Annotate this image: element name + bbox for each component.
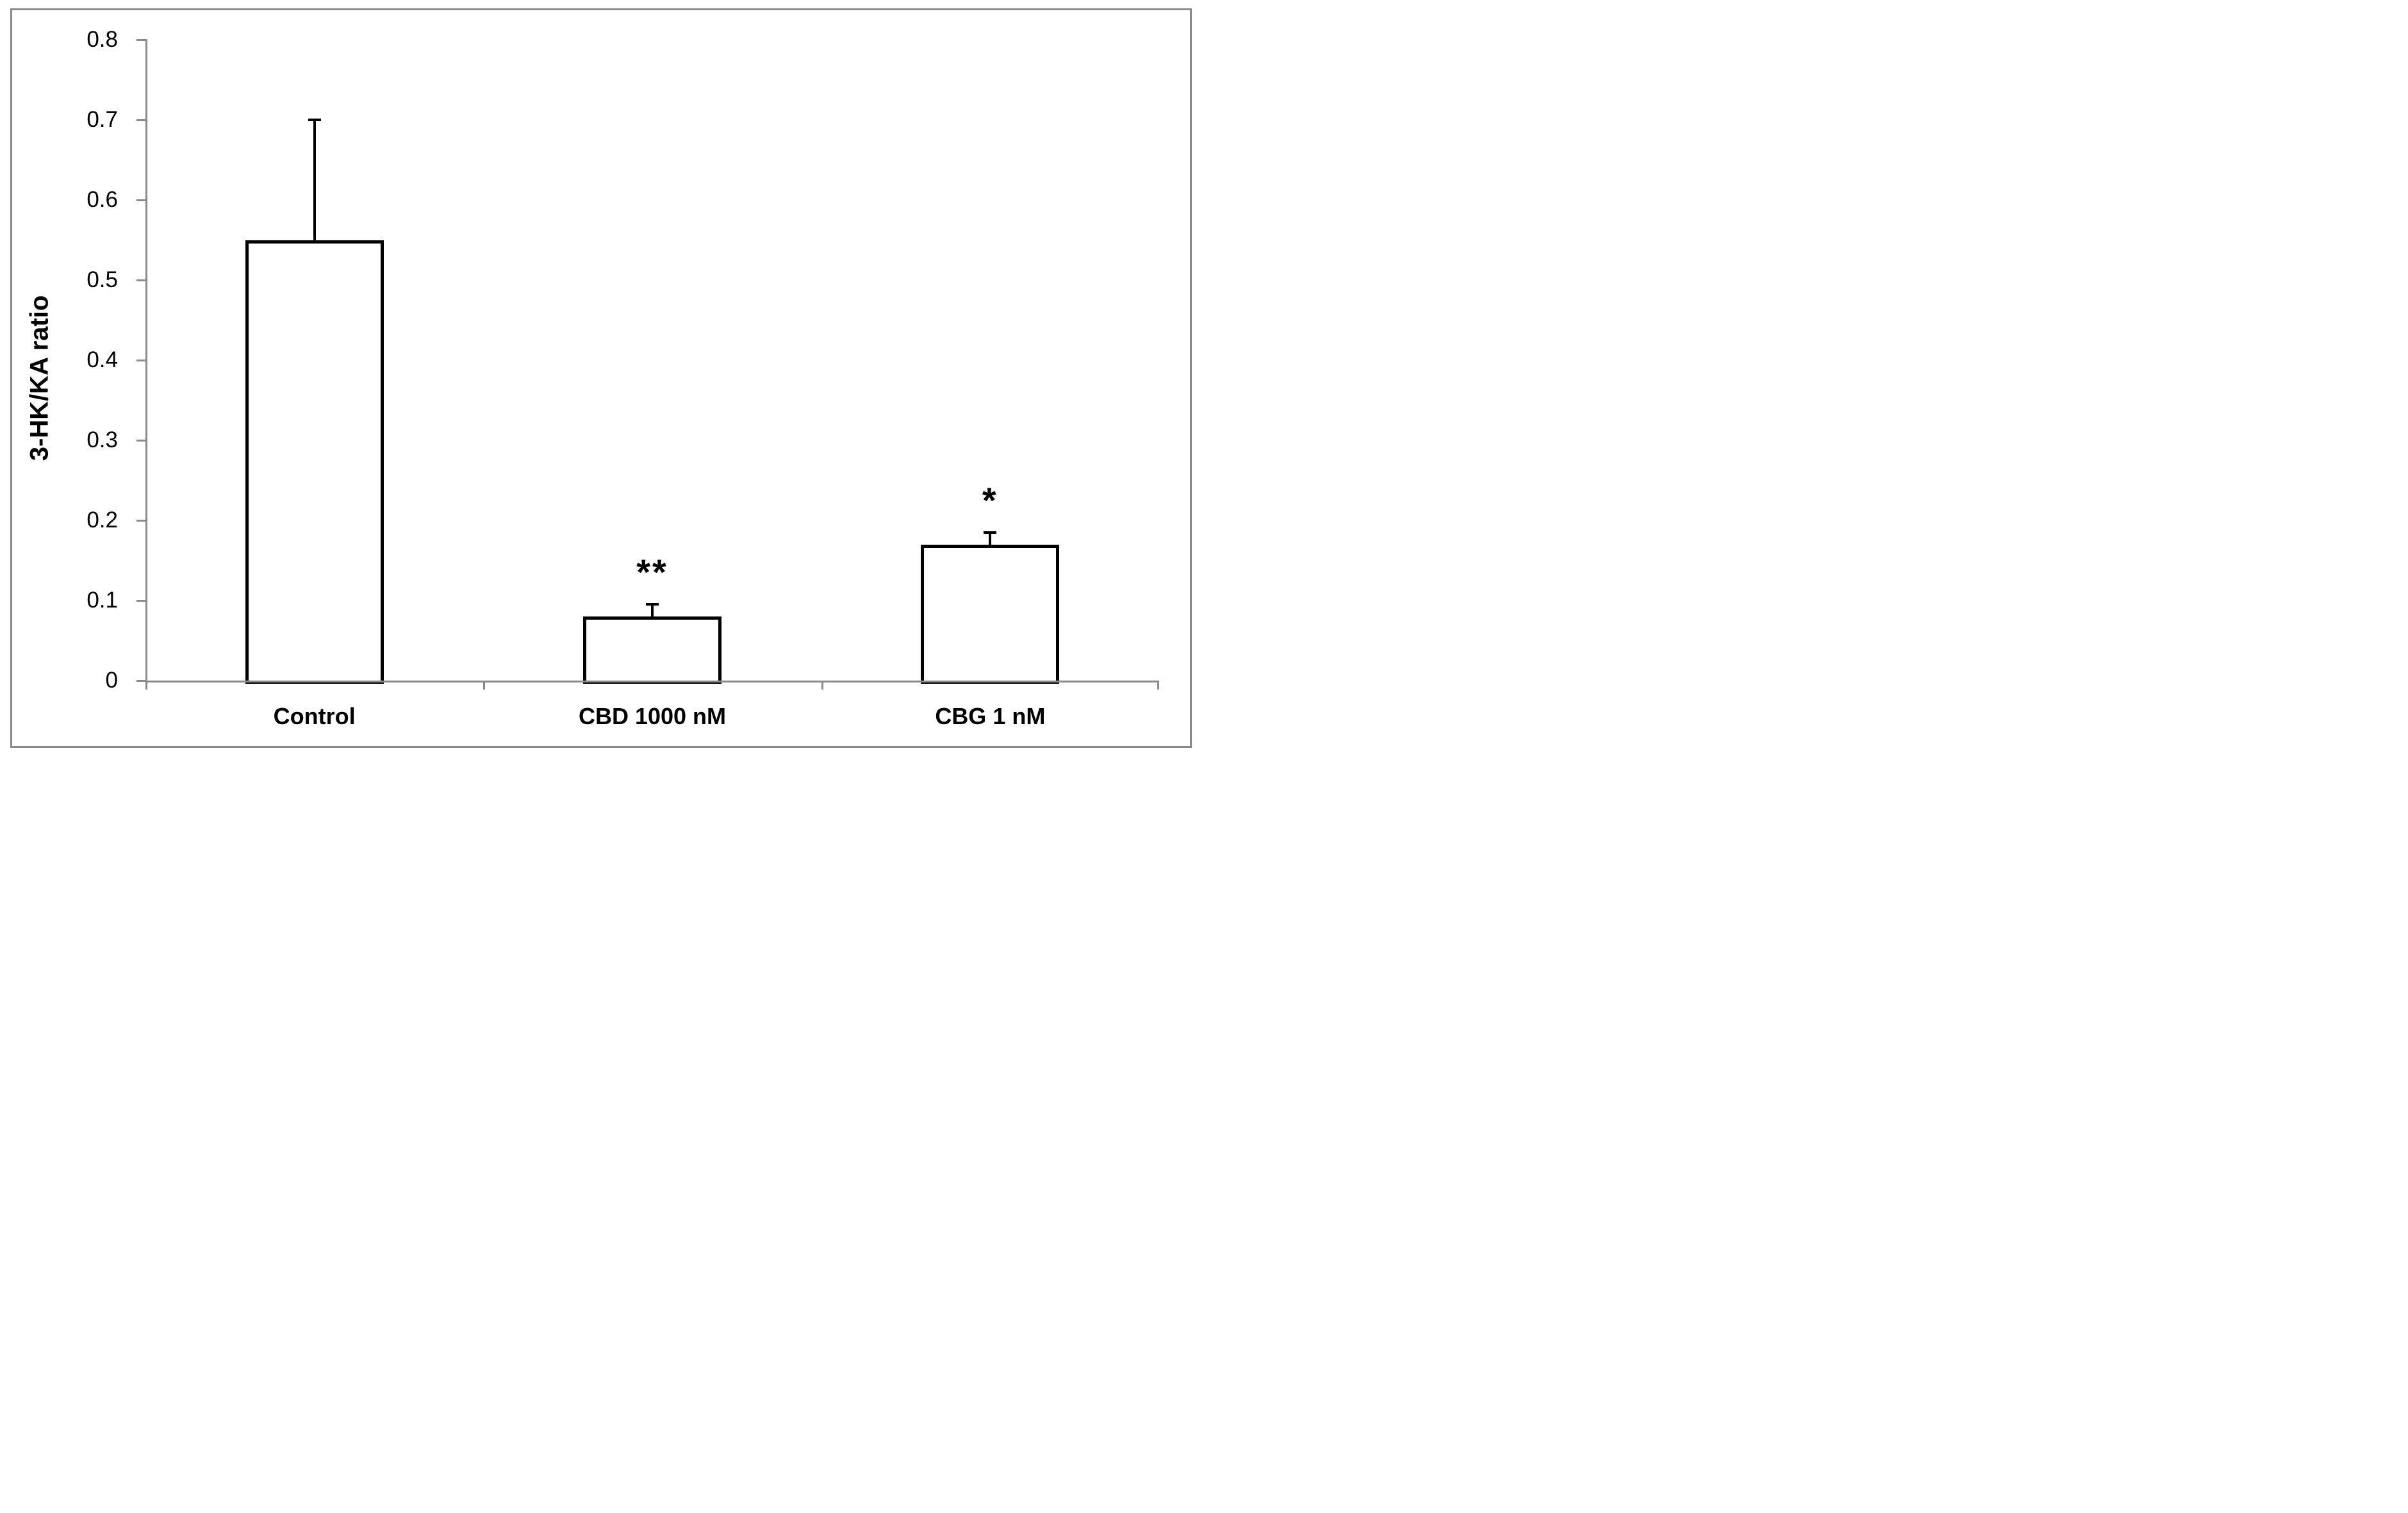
y-tick (136, 39, 147, 41)
error-bar-line (313, 120, 316, 240)
error-bar-cap (308, 119, 321, 121)
y-tick-label: 0 (105, 668, 118, 693)
category-label: CBG 1 nM (935, 703, 1046, 729)
significance-label: * (982, 479, 998, 520)
y-tick-label: 0.1 (87, 588, 118, 613)
y-tick (136, 600, 147, 602)
y-tick-label: 0.2 (87, 508, 118, 533)
significance-label: ** (636, 552, 668, 593)
y-tick-label: 0.8 (87, 27, 118, 52)
y-tick-label: 0.7 (87, 107, 118, 132)
category-label: Control (273, 703, 356, 729)
bar (245, 240, 384, 684)
y-tick (136, 440, 147, 442)
y-tick (136, 119, 147, 121)
y-tick (136, 680, 147, 682)
bar (583, 616, 722, 684)
x-boundary-tick (821, 681, 823, 690)
error-bar-line (989, 532, 992, 545)
error-bar-cap (984, 531, 997, 534)
error-bar-cap (646, 603, 659, 606)
category-label: CBD 1000 nM (578, 703, 727, 729)
y-tick-label: 0.6 (87, 187, 118, 212)
y-tick (136, 360, 147, 361)
y-tick-label: 0.3 (87, 427, 118, 452)
y-tick-label: 0.4 (87, 347, 118, 372)
x-boundary-tick (483, 681, 485, 690)
bar (921, 544, 1060, 684)
x-boundary-tick (145, 681, 147, 690)
y-tick-label: 0.5 (87, 267, 118, 292)
y-tick (136, 279, 147, 281)
y-tick (136, 520, 147, 522)
y-tick (136, 199, 147, 201)
x-axis-line (145, 681, 1159, 682)
x-boundary-tick (1157, 681, 1159, 690)
error-bar-line (651, 604, 654, 616)
